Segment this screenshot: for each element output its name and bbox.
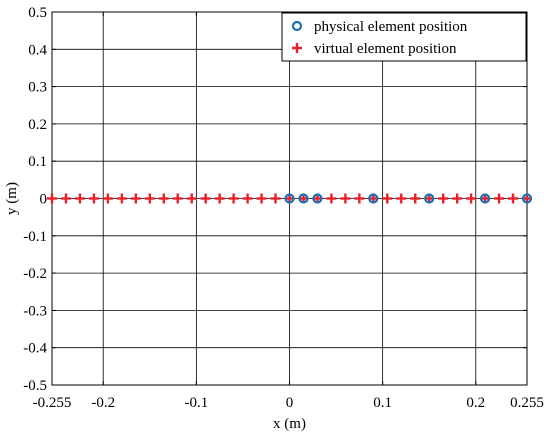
y-tick-label: -0.5	[23, 378, 47, 394]
y-tick-label: 0.1	[28, 154, 47, 170]
virtual-element-point	[494, 193, 505, 204]
y-tick-label: 0.2	[28, 117, 47, 133]
virtual-element-point	[396, 193, 407, 204]
virtual-element-point	[74, 193, 85, 204]
virtual-element-point	[410, 193, 421, 204]
y-tick-label: -0.3	[23, 303, 47, 319]
virtual-element-point	[60, 193, 71, 204]
virtual-element-point	[88, 193, 99, 204]
y-tick-label: 0.5	[28, 5, 47, 21]
virtual-element-point	[256, 193, 267, 204]
physical-element-point	[479, 193, 491, 204]
x-tick-label: -0.255	[33, 395, 72, 411]
virtual-element-point	[214, 193, 225, 204]
virtual-element-point	[200, 193, 211, 204]
virtual-element-point	[354, 193, 365, 204]
y-axis-label: y (m)	[4, 182, 20, 215]
virtual-element-point	[340, 193, 351, 204]
y-tick-label: 0	[40, 192, 48, 208]
virtual-element-point	[270, 193, 281, 204]
axis-ticks: -0.255 -0.2 -0.1 0 0.1 0.2 0.255 0.5 0.4 0.3 0.2 0.…	[23, 5, 544, 411]
legend-box	[281, 12, 527, 62]
virtual-element-point	[326, 193, 337, 204]
virtual-element-point	[158, 193, 169, 204]
legend-entry-label: virtual element position	[314, 41, 457, 57]
physical-element-point	[424, 193, 435, 204]
y-tick-label: -0.2	[23, 266, 47, 282]
y-tick-label: -0.4	[23, 341, 47, 357]
legend: physical element position virtual element…	[281, 12, 527, 62]
y-tick-label: 0.3	[28, 80, 47, 96]
physical-element-point	[312, 193, 323, 204]
physical-element-point	[521, 193, 533, 204]
x-axis-label: x (m)	[273, 416, 306, 432]
virtual-element-point	[172, 193, 183, 204]
virtual-element-point	[508, 193, 519, 204]
x-tick-label: -0.1	[184, 395, 208, 411]
virtual-element-point	[144, 193, 155, 204]
y-tick-label: 0.4	[28, 42, 47, 58]
x-tick-label: 0.1	[373, 395, 392, 411]
x-tick-label: 0	[286, 395, 294, 411]
physical-element-point	[298, 193, 309, 204]
legend-marker	[291, 20, 303, 32]
virtual-element-point	[116, 193, 127, 204]
legend-marker	[292, 43, 302, 53]
virtual-element-point	[466, 193, 477, 204]
virtual-element-point	[382, 193, 393, 204]
physical-element-point	[368, 193, 379, 204]
x-tick-label: 0.255	[510, 395, 544, 411]
physical-element-point	[284, 193, 295, 204]
virtual-element-point	[130, 193, 141, 204]
virtual-element-point	[47, 193, 57, 204]
data-marks	[47, 193, 533, 204]
virtual-element-point	[438, 193, 449, 204]
virtual-element-point	[186, 193, 197, 204]
y-tick-label: -0.1	[23, 229, 47, 245]
virtual-element-point	[228, 193, 239, 204]
virtual-element-point	[242, 193, 253, 204]
legend-entry-label: physical element position	[314, 19, 468, 35]
virtual-element-point	[102, 193, 113, 204]
x-tick-label: 0.2	[466, 395, 485, 411]
x-tick-label: -0.2	[91, 395, 115, 411]
virtual-element-point	[452, 193, 463, 204]
